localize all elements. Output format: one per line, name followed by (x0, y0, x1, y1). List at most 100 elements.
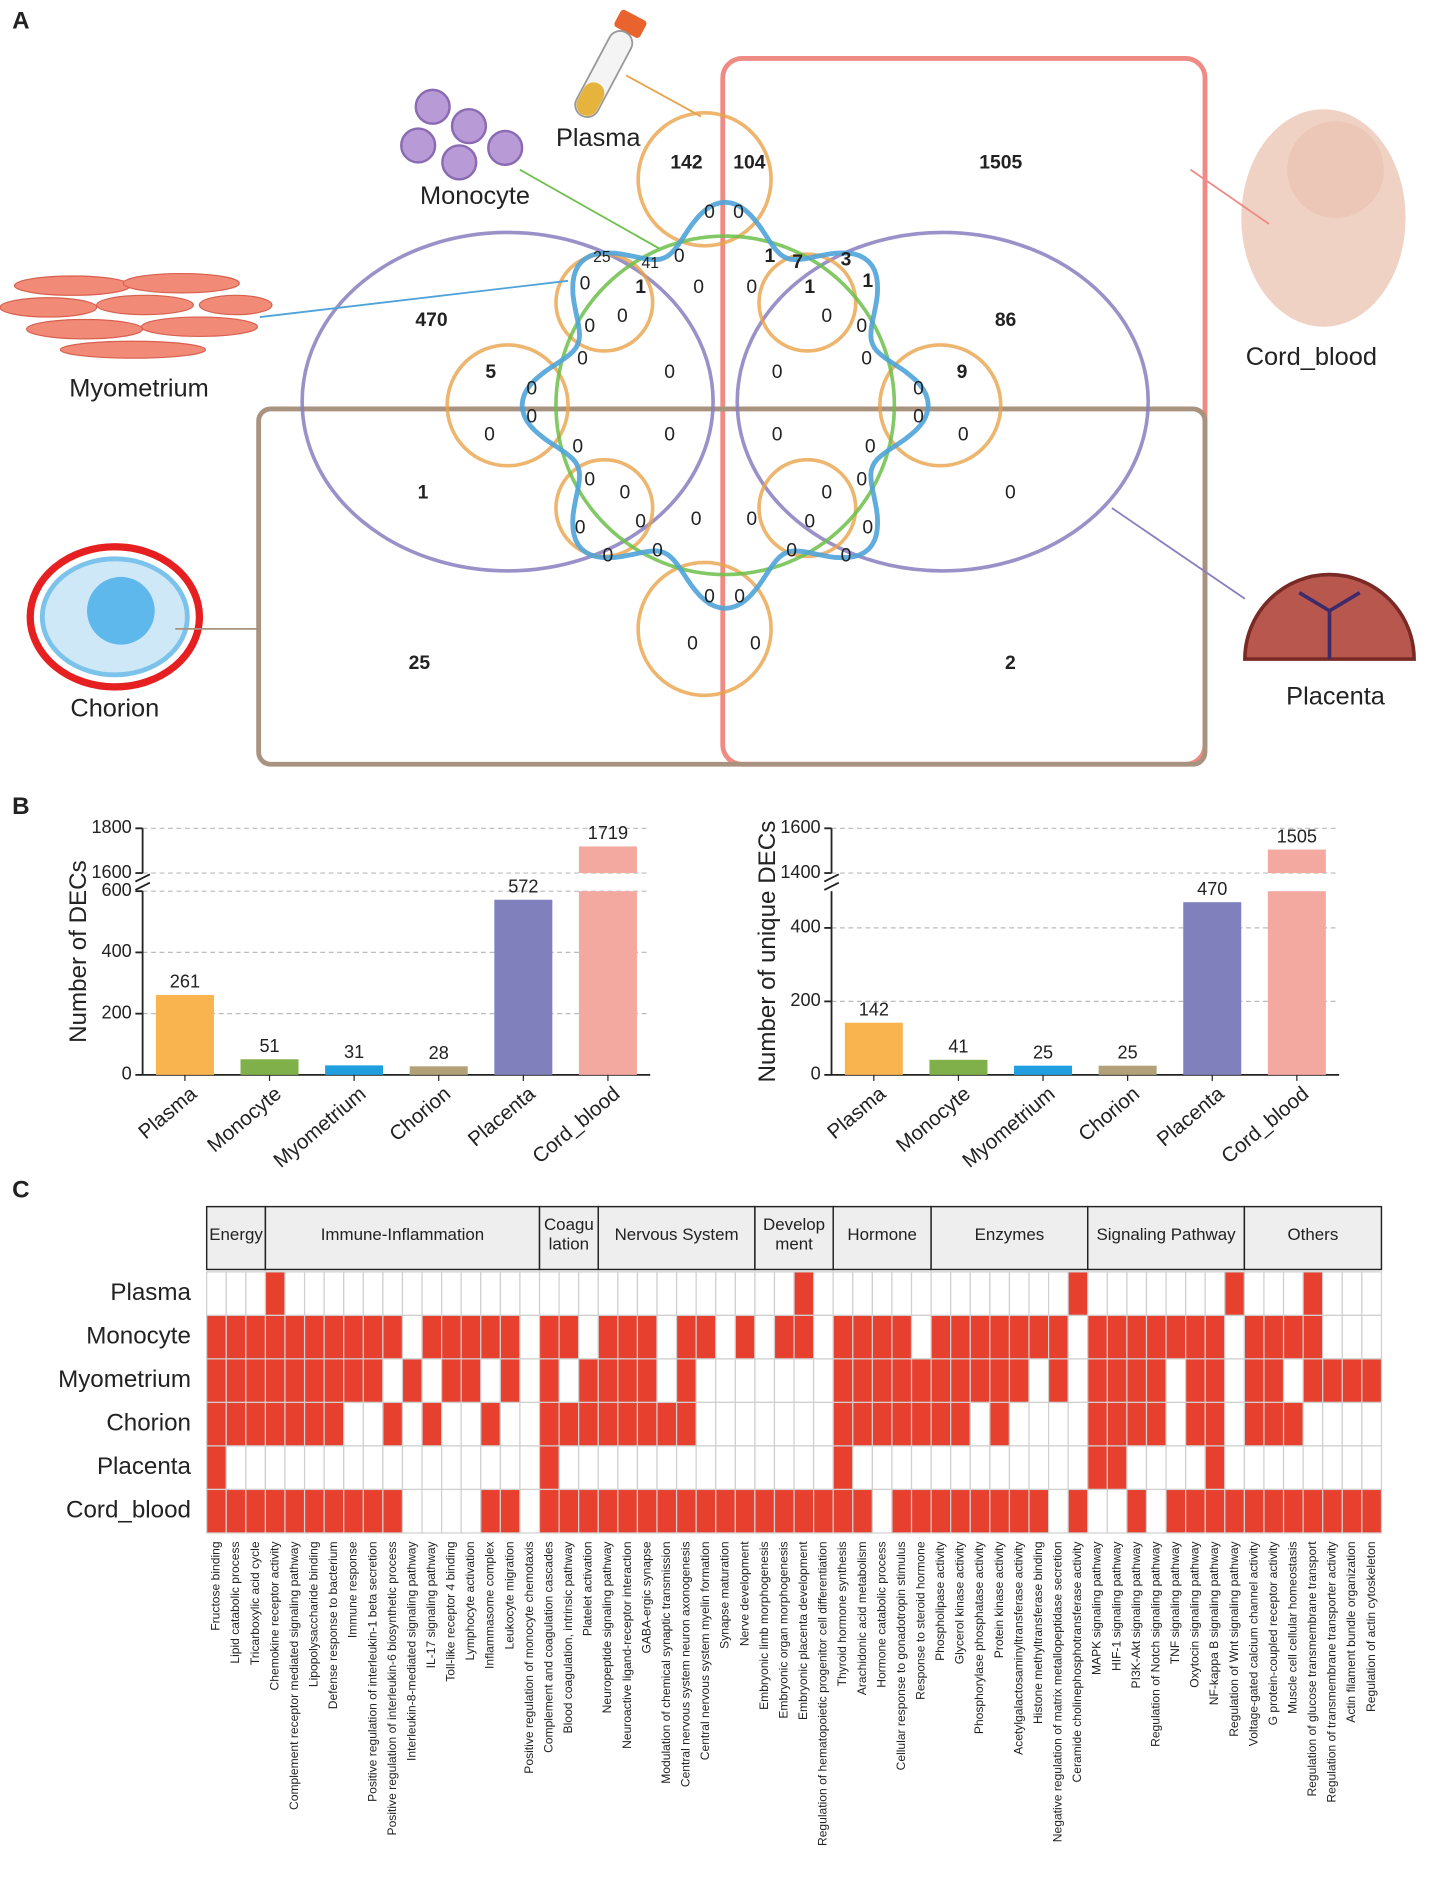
cell (1185, 1445, 1206, 1491)
cell (636, 1445, 658, 1491)
cell (460, 1271, 482, 1317)
cell (891, 1314, 913, 1360)
cell (323, 1445, 345, 1491)
y-axis-label: Number of unique DECs (754, 821, 781, 1083)
cell (1302, 1314, 1324, 1360)
cell (1263, 1401, 1285, 1447)
cell (1106, 1488, 1128, 1534)
set-label: Myometrium (69, 374, 209, 402)
cell (1106, 1401, 1128, 1447)
cell (421, 1358, 443, 1404)
cell (558, 1358, 580, 1404)
cell (96, 294, 194, 316)
region-count: 0 (958, 425, 969, 446)
cell (1341, 1271, 1363, 1317)
column-label: Regulation of Wnt signaling pathway (1227, 1540, 1241, 1736)
cell (1185, 1314, 1206, 1360)
column-label: IL-17 signaling pathway (424, 1540, 438, 1668)
cell (1067, 1401, 1089, 1447)
region-count: 0 (577, 348, 588, 369)
cell (675, 1445, 697, 1491)
cell (1126, 1401, 1148, 1447)
cell (636, 1488, 658, 1534)
group-header (264, 1205, 541, 1271)
cell (401, 1271, 423, 1317)
group-label: Immune-Inflammation (321, 1225, 484, 1244)
icons (0, 9, 1416, 691)
cell (675, 1271, 697, 1317)
tube-icon (574, 9, 647, 118)
column-label: Toll-like receptor 4 binding (444, 1541, 458, 1681)
set-outline (878, 343, 1003, 468)
region-count: 0 (786, 541, 797, 562)
axis-break (134, 881, 151, 891)
cell (1224, 1358, 1245, 1404)
group-header (1243, 1205, 1383, 1271)
cell (206, 1271, 227, 1317)
column-label: Central nervous system myelin formation (698, 1541, 712, 1760)
cell (1263, 1314, 1285, 1360)
axis-break (823, 873, 840, 883)
cell (773, 1401, 795, 1447)
cell (264, 1271, 286, 1317)
cell (734, 1401, 756, 1447)
cell (499, 1488, 521, 1534)
cell (421, 1401, 443, 1447)
bar (1267, 891, 1326, 1075)
set-label: Plasma (556, 124, 641, 152)
cell (558, 1401, 580, 1447)
column-label: Synapse maturation (718, 1541, 732, 1648)
cell (206, 1488, 227, 1534)
cell (225, 1271, 247, 1317)
group-header (1087, 1205, 1246, 1271)
region-count: 0 (856, 316, 867, 337)
bar (1098, 1065, 1157, 1075)
cell (1243, 1445, 1265, 1491)
column-label: Phosphorylase phosphatase activity (972, 1540, 986, 1734)
cell (1204, 1488, 1226, 1534)
cell (1165, 1488, 1187, 1534)
cell (930, 1488, 952, 1534)
cell (695, 1358, 717, 1404)
region-count: 0 (841, 545, 852, 566)
cell (636, 1314, 658, 1360)
cell (871, 1358, 893, 1404)
region-count: 470 (415, 310, 447, 331)
cell (1282, 1401, 1304, 1447)
cell (1145, 1314, 1167, 1360)
cell (460, 1314, 482, 1360)
cell (382, 1271, 404, 1317)
cell (382, 1314, 404, 1360)
y-tick-label: 200 (790, 990, 820, 1010)
set-outline (445, 343, 570, 468)
cell (617, 1314, 639, 1360)
row-label: Myometrium (58, 1366, 191, 1393)
cell (59, 340, 207, 359)
cell (617, 1401, 639, 1447)
cell (989, 1358, 1011, 1404)
cell (343, 1445, 364, 1491)
cell (400, 127, 437, 164)
value-label: 31 (344, 1042, 364, 1062)
set-outline (735, 230, 1150, 573)
cell (1302, 1488, 1324, 1534)
cell (950, 1271, 971, 1317)
column-label: PI3K-Akt signaling pathway (1129, 1540, 1143, 1688)
group-header (754, 1205, 834, 1271)
cell (989, 1314, 1011, 1360)
cell (969, 1488, 991, 1534)
cell (499, 1358, 521, 1404)
region-count: 0 (664, 425, 675, 446)
cell (656, 1488, 678, 1534)
cell (715, 1271, 736, 1317)
cell (950, 1488, 971, 1534)
cell (284, 1314, 306, 1360)
cell (519, 1314, 541, 1360)
panel-label: A (12, 8, 29, 35)
cell (695, 1314, 717, 1360)
column-label: Cellular response to gonadotropin stimul… (894, 1541, 908, 1770)
column-label: Glycerol kinase activity (953, 1540, 967, 1664)
value-label: 142 (859, 999, 889, 1019)
cell (1087, 1401, 1108, 1447)
region-count: 0 (572, 437, 583, 458)
